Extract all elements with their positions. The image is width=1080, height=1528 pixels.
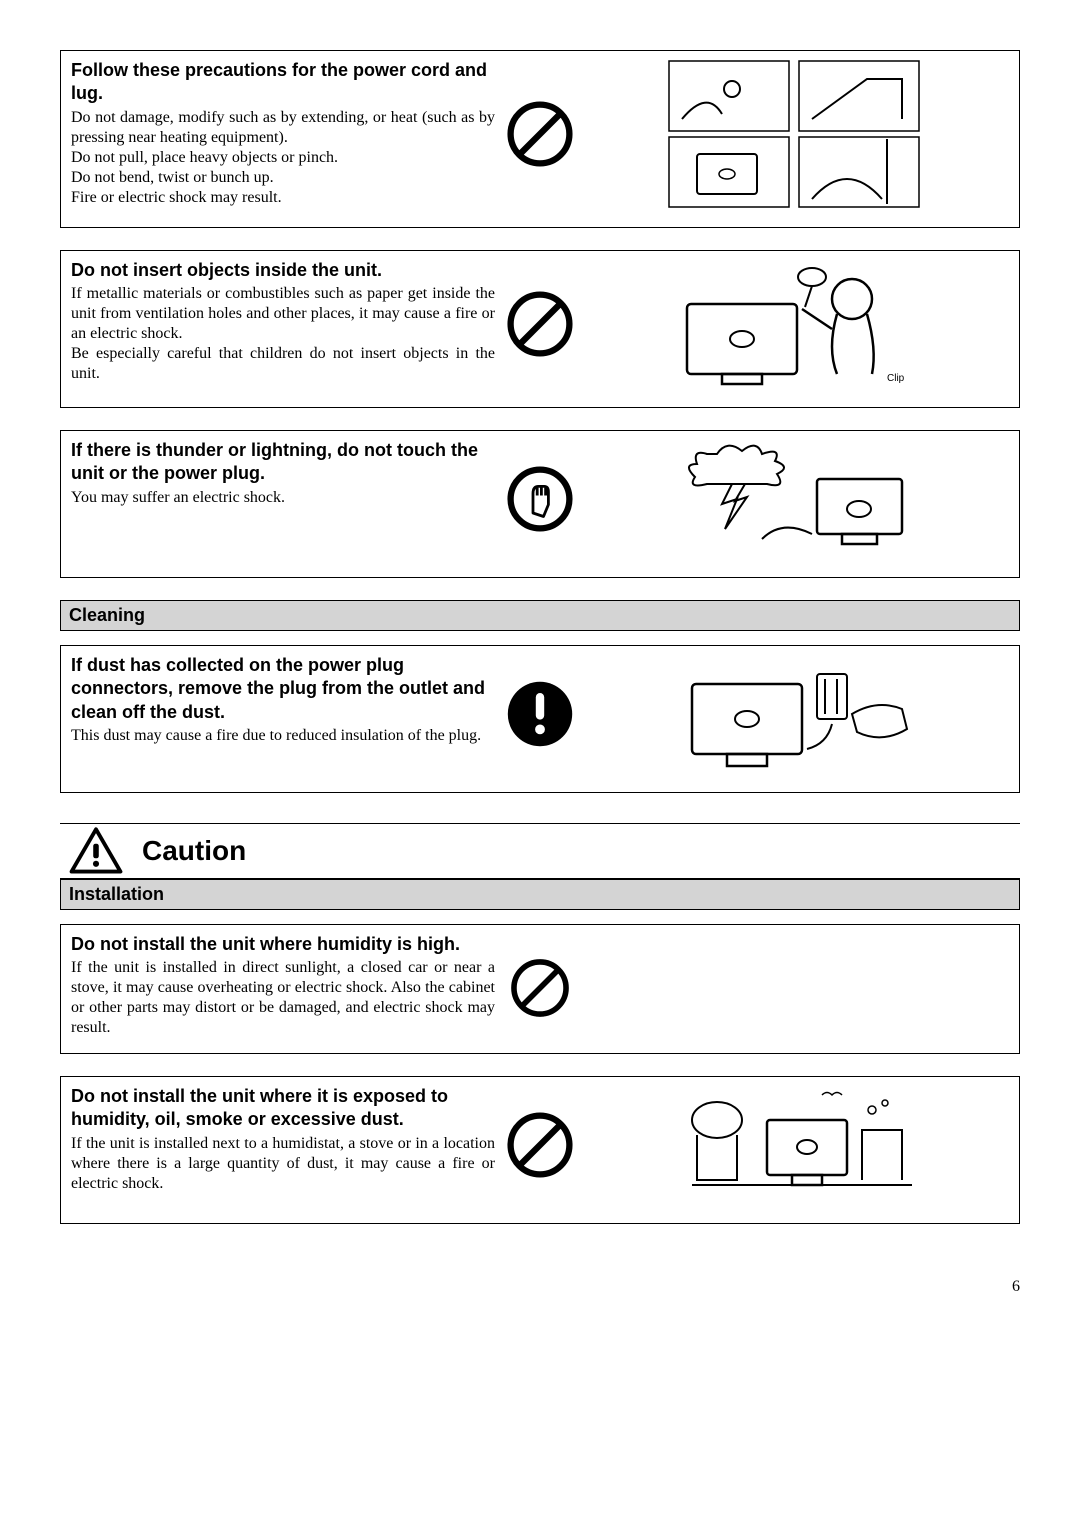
warning-text: If dust has collected on the power plug … [71,654,495,746]
warning-line: If the unit is installed in direct sunli… [71,958,495,1038]
warning-line: This dust may cause a fire due to reduce… [71,726,495,746]
warning-text: Do not install the unit where it is expo… [71,1085,495,1194]
illustration-placeholder [585,1085,1009,1205]
warning-text: Do not install the unit where humidity i… [71,933,495,1038]
page-number: 6 [60,1278,1020,1296]
illustration-placeholder [585,59,1009,209]
section-header-installation: Installation [60,879,1020,910]
warning-dust: If dust has collected on the power plug … [60,645,1020,793]
prohibit-icon [495,957,585,1019]
warning-title: Do not install the unit where humidity i… [71,933,495,956]
warning-line: Do not bend, twist or bunch up. [71,168,495,188]
warning-title: If there is thunder or lightning, do not… [71,439,495,486]
illustration-placeholder [585,654,1009,774]
warning-line: You may suffer an electric shock. [71,488,495,508]
caution-label: Caution [142,835,246,867]
caution-row: Caution [60,823,1020,879]
warning-humidity-high: Do not install the unit where humidity i… [60,924,1020,1054]
warning-thunder: If there is thunder or lightning, do not… [60,430,1020,578]
warning-insert-objects: Do not insert objects inside the unit. I… [60,250,1020,408]
warning-title: Follow these precautions for the power c… [71,59,495,106]
warning-text: Follow these precautions for the power c… [71,59,495,208]
warning-power-cord: Follow these precautions for the power c… [60,50,1020,228]
illustration-placeholder [585,439,1009,559]
warning-line: Be especially careful that children do n… [71,344,495,384]
section-header-cleaning: Cleaning [60,600,1020,631]
caution-triangle-icon [68,826,124,876]
warning-line: Do not pull, place heavy objects or pinc… [71,148,495,168]
prohibit-icon [495,289,585,359]
warning-text: Do not insert objects inside the unit. I… [71,259,495,384]
prohibit-icon [495,99,585,169]
illustration-placeholder [585,933,1009,1043]
no-touch-icon [495,464,585,534]
warning-line: If metallic materials or combustibles su… [71,284,495,344]
exclaim-icon [495,679,585,749]
warning-text: If there is thunder or lightning, do not… [71,439,495,508]
warning-humidity-oil: Do not install the unit where it is expo… [60,1076,1020,1224]
warning-line: If the unit is installed next to a humid… [71,1134,495,1194]
warning-title: Do not install the unit where it is expo… [71,1085,495,1132]
warning-title: Do not insert objects inside the unit. [71,259,495,282]
warning-line: Do not damage, modify such as by extendi… [71,108,495,148]
svg-text:Clip: Clip [887,373,905,384]
illustration-placeholder: Clip [585,259,1009,389]
warning-line: Fire or electric shock may result. [71,188,495,208]
warning-title: If dust has collected on the power plug … [71,654,495,724]
prohibit-icon [495,1110,585,1180]
